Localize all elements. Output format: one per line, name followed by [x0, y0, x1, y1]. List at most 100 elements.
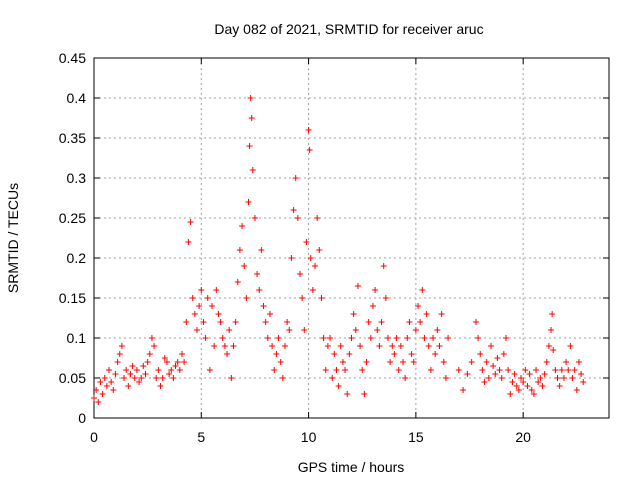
data-point [406, 319, 413, 325]
data-point [103, 383, 110, 389]
data-point [507, 391, 514, 397]
data-point [247, 95, 254, 101]
data-point [269, 343, 276, 349]
data-point [483, 359, 490, 365]
data-point [95, 399, 102, 405]
data-point [537, 375, 544, 381]
data-point [372, 287, 379, 293]
data-point [573, 387, 580, 393]
data-point [299, 295, 306, 301]
data-point [181, 359, 188, 365]
data-point [264, 335, 271, 341]
data-point [306, 147, 313, 153]
x-tick-label: 10 [301, 429, 317, 445]
data-point [415, 303, 422, 309]
data-point [380, 263, 387, 269]
y-tick-label: 0.2 [67, 250, 87, 266]
data-point [526, 371, 533, 377]
data-point [163, 359, 170, 365]
data-point [481, 379, 488, 385]
data-point [91, 395, 97, 401]
data-point [129, 363, 136, 369]
data-point [425, 343, 432, 349]
data-point [271, 367, 278, 373]
data-point [292, 175, 299, 181]
data-point [213, 287, 220, 293]
data-point [309, 287, 316, 293]
data-point [337, 343, 344, 349]
data-point [248, 115, 255, 121]
data-point [245, 199, 252, 205]
data-point [127, 371, 134, 377]
data-point [189, 295, 196, 301]
data-point [533, 367, 540, 373]
data-point [241, 263, 248, 269]
data-point [513, 383, 520, 389]
data-point [350, 311, 357, 317]
data-point [178, 351, 185, 357]
data-point [112, 371, 119, 377]
data-point [239, 223, 246, 229]
data-point [567, 343, 574, 349]
data-point [176, 367, 183, 373]
data-point [445, 335, 452, 341]
data-point [159, 375, 166, 381]
data-point [535, 379, 542, 385]
data-point [442, 375, 449, 381]
data-point [515, 387, 522, 393]
x-tick-label: 0 [90, 429, 98, 445]
data-point [320, 335, 327, 341]
data-point [335, 383, 342, 389]
data-point [359, 367, 366, 373]
gridlines [94, 58, 609, 418]
data-point [352, 327, 359, 333]
data-point [256, 287, 263, 293]
data-point [312, 263, 319, 269]
data-point [331, 351, 338, 357]
y-tick-label: 0.3 [67, 170, 87, 186]
data-point [434, 327, 441, 333]
data-point [286, 327, 293, 333]
data-point [545, 343, 552, 349]
data-point [395, 367, 402, 373]
data-point [168, 367, 175, 373]
data-point [430, 335, 437, 341]
data-point [187, 219, 194, 225]
x-axis-label: GPS time / hours [298, 459, 405, 475]
data-point [260, 303, 267, 309]
data-point [455, 367, 462, 373]
data-point [174, 359, 181, 365]
data-point [410, 359, 417, 365]
x-tick-label: 15 [408, 429, 424, 445]
data-point [249, 167, 256, 173]
data-point [365, 319, 372, 325]
data-point [316, 247, 323, 253]
data-point [121, 375, 128, 381]
data-point [204, 295, 211, 301]
data-point [209, 303, 216, 309]
data-point [305, 127, 312, 133]
data-point [215, 311, 222, 317]
data-point [234, 279, 241, 285]
data-point [518, 375, 525, 381]
data-point [408, 351, 415, 357]
data-point [348, 335, 355, 341]
data-point [412, 327, 419, 333]
data-point [110, 387, 117, 393]
plot-frame [93, 57, 610, 419]
y-tick-label: 0 [78, 410, 86, 426]
data-point [281, 343, 288, 349]
data-point [185, 239, 192, 245]
data-point [262, 319, 269, 325]
data-point [172, 363, 179, 369]
chart-title: Day 082 of 2021, SRMTID for receiver aru… [214, 21, 483, 37]
data-point [198, 287, 205, 293]
data-point [114, 359, 121, 365]
data-point [123, 367, 130, 373]
data-point [155, 367, 162, 373]
data-point [436, 343, 443, 349]
data-point [151, 343, 158, 349]
data-point [133, 367, 140, 373]
data-point [217, 319, 224, 325]
